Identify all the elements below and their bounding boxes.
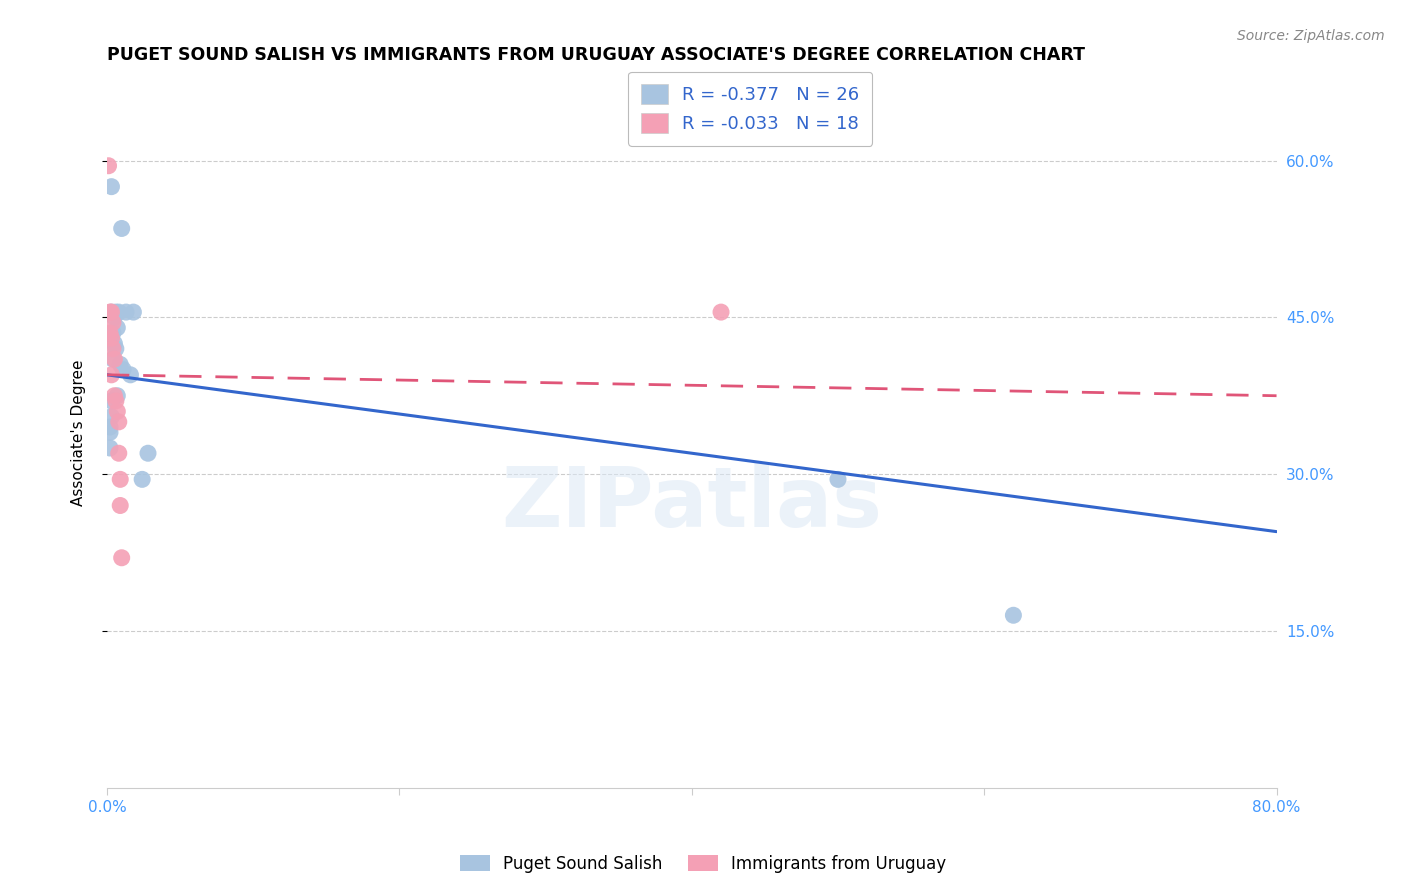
Point [103, 310, 125, 325]
Point [105, 320, 128, 334]
Point [827, 472, 849, 486]
Point [136, 446, 159, 460]
Point [101, 352, 124, 367]
Point [100, 331, 122, 345]
Point [103, 389, 125, 403]
Text: PUGET SOUND SALISH VS IMMIGRANTS FROM URUGUAY ASSOCIATE'S DEGREE CORRELATION CHA: PUGET SOUND SALISH VS IMMIGRANTS FROM UR… [107, 46, 1085, 64]
Point [101, 342, 124, 356]
Point [110, 472, 132, 486]
Point [98, 425, 121, 440]
Point [97, 159, 120, 173]
Point [100, 305, 122, 319]
Point [115, 305, 138, 319]
Point [107, 446, 129, 460]
Point [104, 394, 127, 409]
Point [103, 352, 125, 367]
Point [98, 326, 121, 340]
Point [100, 368, 122, 382]
Point [107, 305, 129, 319]
Point [112, 362, 135, 376]
Legend: R = -0.377   N = 26, R = -0.033   N = 18: R = -0.377 N = 26, R = -0.033 N = 18 [628, 71, 872, 145]
Point [120, 368, 142, 382]
Point [710, 305, 733, 319]
Legend: Puget Sound Salish, Immigrants from Uruguay: Puget Sound Salish, Immigrants from Urug… [453, 848, 953, 880]
Point [101, 326, 124, 340]
Point [98, 441, 121, 455]
Text: Source: ZipAtlas.com: Source: ZipAtlas.com [1237, 29, 1385, 43]
Text: ZIPatlas: ZIPatlas [502, 463, 883, 544]
Point [131, 472, 153, 486]
Point [1002, 608, 1025, 623]
Point [98, 420, 121, 434]
Point [104, 305, 127, 319]
Point [103, 336, 125, 351]
Point [110, 499, 132, 513]
Point [105, 404, 128, 418]
Point [100, 394, 122, 409]
Point [100, 179, 122, 194]
Point [105, 389, 128, 403]
Point [110, 357, 132, 371]
Point [98, 305, 121, 319]
Point [122, 305, 145, 319]
Y-axis label: Associate's Degree: Associate's Degree [72, 359, 86, 506]
Point [111, 550, 134, 565]
Point [104, 342, 127, 356]
Point [111, 221, 134, 235]
Point [100, 305, 122, 319]
Point [101, 316, 124, 330]
Point [107, 415, 129, 429]
Point [100, 409, 122, 424]
